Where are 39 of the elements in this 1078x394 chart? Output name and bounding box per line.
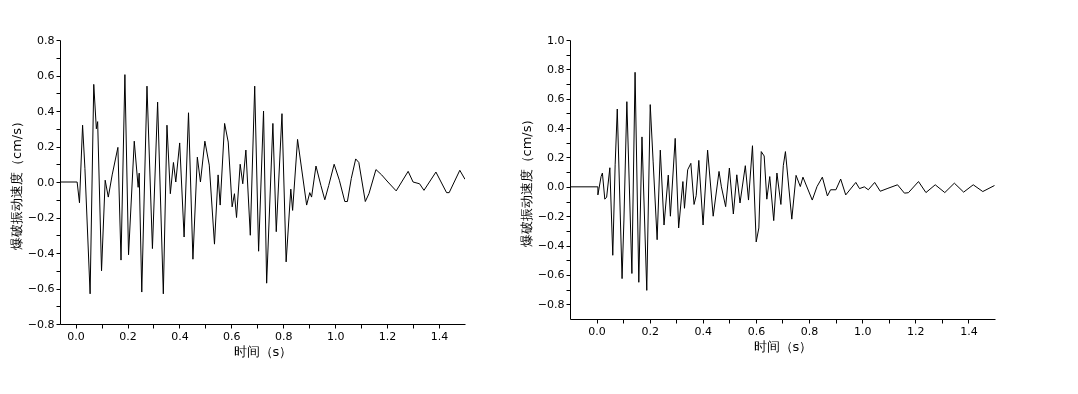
y-tick-label: 0.6 [547,92,565,106]
x-tick-label: 0.2 [641,324,659,338]
y-tick-label: 0.2 [37,140,55,153]
x-tick-label: 1.4 [960,324,978,338]
y-tick-label: 0.4 [547,121,565,135]
x-tick-label: 0.4 [171,329,189,343]
y-axis-title: 爆破振动速度（cm/s） [8,115,24,250]
y-tick-label: −0.8 [537,297,565,311]
x-tick-label: 0.2 [119,329,137,343]
x-tick-label: 1.2 [907,324,925,338]
x-tick-label: 0.0 [67,329,85,343]
x-tick-label: 0.8 [800,324,819,338]
x-tick-label: 0.6 [223,329,241,343]
y-tick-label: 0.0 [37,175,55,189]
x-tick-label: 1.0 [326,329,345,343]
y-tick-label: −0.6 [537,268,565,282]
x-tick-label: 0.4 [694,324,713,338]
y-tick-label: −0.8 [27,317,55,331]
x-tick-label: 0.6 [747,324,766,338]
y-tick-label: 0.8 [547,62,565,76]
y-tick-label: −0.2 [537,209,565,223]
y-tick-label: −0.4 [537,239,565,253]
y-tick-label: −0.2 [27,211,55,224]
y-axis-title: 爆破振动速度（cm/s） [518,112,534,248]
y-tick-label: 0.6 [37,69,55,82]
x-axis-title: 时间（s） [753,338,813,354]
x-tick-label: 1.0 [853,324,872,338]
y-tick-label: 0.0 [547,180,565,194]
x-tick-label: 1.2 [378,329,397,343]
y-tick-label: 0.4 [37,104,55,118]
y-tick-label: −0.6 [27,282,55,295]
y-tick-label: 0.8 [37,33,55,47]
x-tick-label: 1.4 [430,329,449,343]
y-tick-label: −0.4 [27,246,55,260]
x-tick-label: 0.8 [275,329,293,343]
x-axis-title: 时间（s） [233,343,293,359]
x-tick-label: 0.0 [588,324,606,338]
y-tick-label: 1.0 [547,33,565,47]
y-tick-label: 0.2 [547,150,565,164]
